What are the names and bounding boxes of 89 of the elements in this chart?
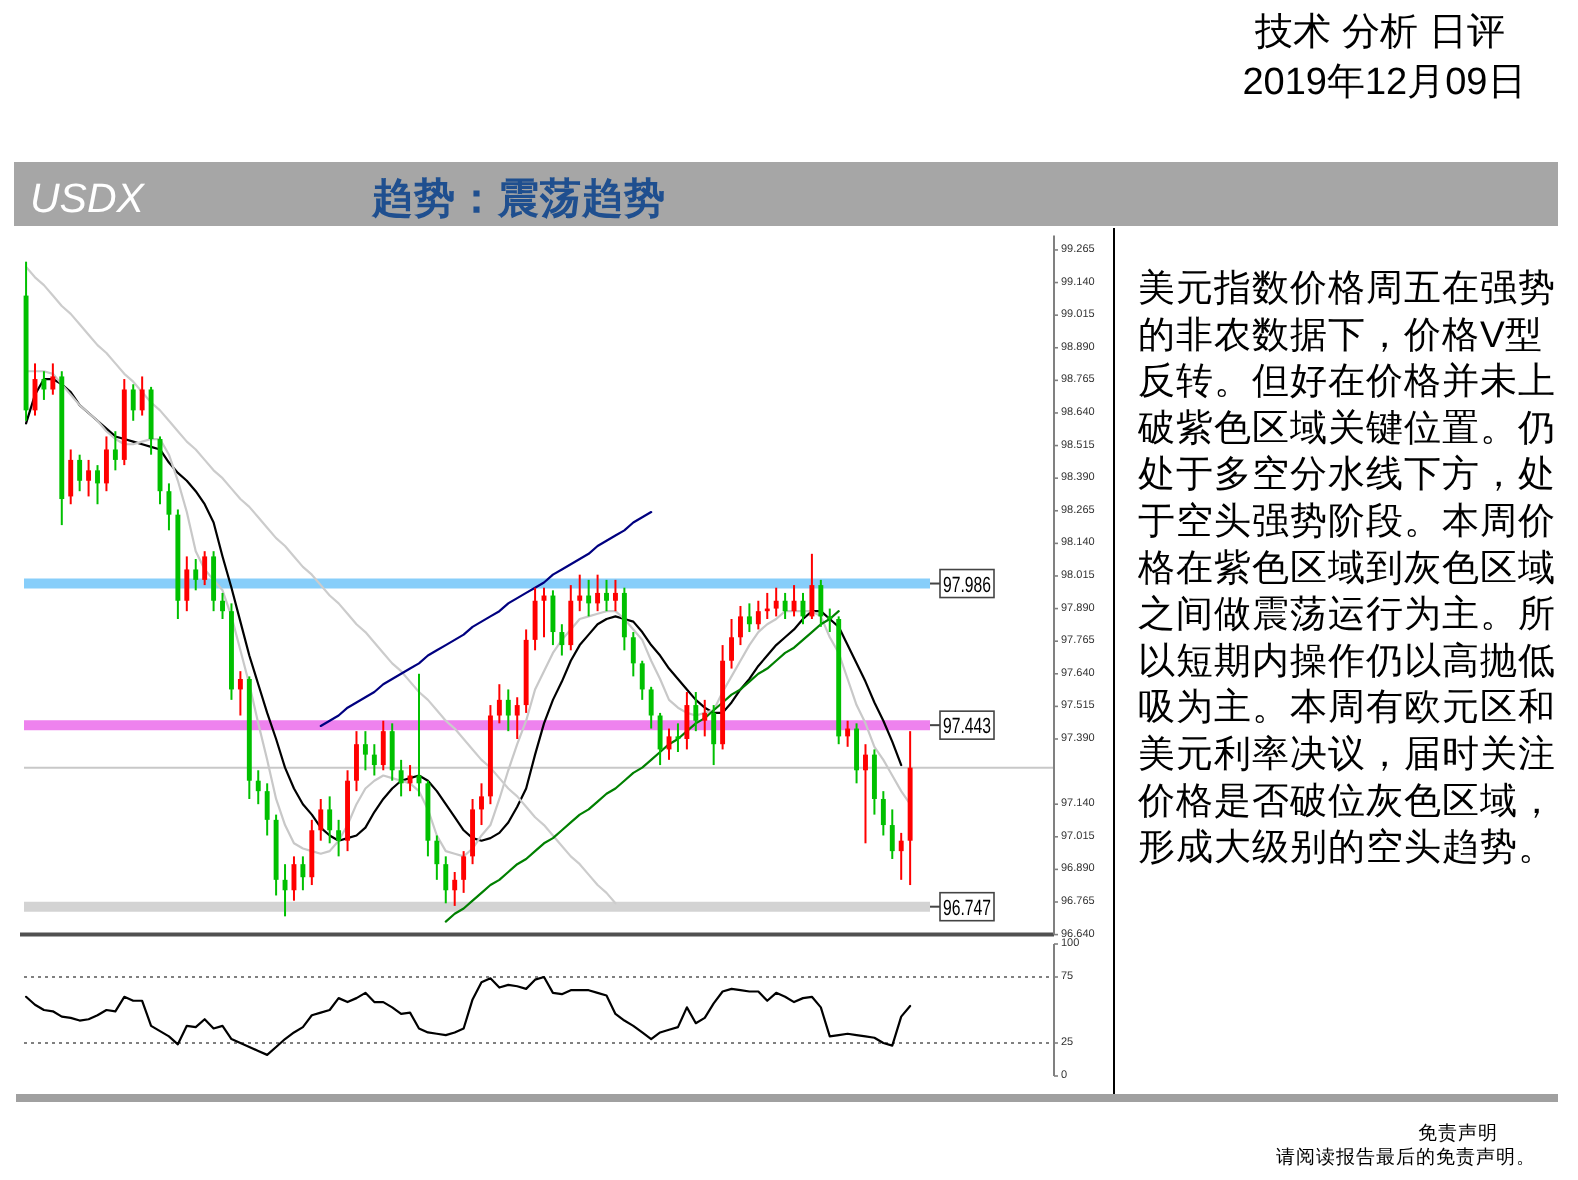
candlestick <box>354 730 359 793</box>
candlestick <box>845 719 851 748</box>
candlestick <box>318 797 324 842</box>
candlestick <box>112 430 118 472</box>
candlestick <box>738 604 743 647</box>
candlestick <box>755 599 761 631</box>
candlestick <box>746 602 752 634</box>
candlestick <box>675 722 681 754</box>
candlestick <box>371 743 377 777</box>
candlestick <box>514 696 520 740</box>
candlestick <box>255 769 261 806</box>
candlestick <box>657 711 663 767</box>
candlestick <box>452 871 458 907</box>
candlestick <box>398 758 404 798</box>
candlestick <box>220 591 225 621</box>
candlestick <box>41 370 47 401</box>
candlestick <box>193 558 199 592</box>
candlestick <box>407 764 413 793</box>
candlestick <box>898 831 904 881</box>
candlestick <box>630 631 636 678</box>
candlestick <box>264 782 270 837</box>
text: 请阅读报告最后的免责声明。 <box>1276 1145 1536 1169</box>
candlestick <box>827 607 833 634</box>
candlestick <box>139 375 145 417</box>
text: 美元指数价格周五在强势的非农数据下，价格V型反转。但好在价格并未上破紫色区域关键位置。仍处于多空分水线下方，处于空头强势阶段。本周价格在紫色区域到灰色区域之间做震荡运行为主。所以短期内操作仍以高抛低吸为主。本周有欧元区和美元利率决议，届时关注价格是否破位灰色区域，形成大级别的空头趋势。 <box>1138 266 1556 868</box>
candlestick <box>50 362 56 396</box>
candlestick <box>791 584 797 618</box>
candlestick <box>568 584 574 652</box>
line-series <box>24 975 912 1056</box>
ref-line-label: 97.443 <box>943 715 1011 740</box>
candlestick <box>711 704 717 767</box>
candlestick <box>773 586 779 618</box>
candlestick <box>380 719 386 772</box>
candlestick <box>559 623 565 657</box>
candlestick <box>166 482 172 532</box>
candlestick <box>237 670 243 717</box>
candlestick <box>621 586 627 652</box>
ref-line-label: 96.747 <box>943 896 1011 921</box>
ref-line-label: 97.986 <box>943 573 1011 598</box>
candlestick <box>684 691 690 751</box>
candlestick <box>612 578 618 613</box>
candlestick <box>184 555 190 613</box>
candlestick <box>77 453 83 493</box>
candlestick <box>461 850 467 894</box>
candlestick <box>362 730 368 772</box>
text: 2019年12月09日 <box>1242 62 1526 104</box>
candlestick <box>68 448 74 506</box>
candlestick <box>86 458 92 498</box>
candlestick <box>202 550 208 587</box>
candlestick <box>871 748 877 816</box>
candlestick <box>327 795 333 845</box>
candlestick <box>693 691 699 733</box>
candlestick <box>470 797 476 866</box>
text: 技术 分析 日评 <box>1253 12 1505 54</box>
candlestick <box>880 790 886 837</box>
candlestick <box>639 659 645 701</box>
candlestick <box>505 688 511 733</box>
candlestick <box>532 586 538 652</box>
text: 免责声明 <box>1418 1121 1498 1145</box>
candlestick <box>550 589 556 647</box>
candlestick <box>889 808 895 860</box>
candlestick <box>95 464 100 506</box>
candlestick <box>818 578 824 628</box>
chart-subtitle: 趋势：震荡趋势 <box>370 176 666 222</box>
candlestick <box>782 591 788 621</box>
candlestick <box>130 383 136 422</box>
candlestick <box>496 683 502 725</box>
candlestick <box>336 818 342 858</box>
candlestick <box>863 743 868 845</box>
candlestick <box>604 578 609 613</box>
line-series <box>319 510 653 728</box>
candlestick <box>595 573 601 613</box>
candlestick <box>479 782 484 827</box>
candlestick <box>702 698 708 738</box>
candlestick <box>389 722 395 782</box>
candlestick <box>434 834 440 881</box>
candlestick <box>309 818 315 887</box>
candlestick <box>854 722 860 785</box>
candlestick <box>586 578 592 618</box>
line-series <box>444 610 840 923</box>
candlestick <box>300 855 306 892</box>
candlestick <box>211 550 217 613</box>
candlestick <box>103 435 109 493</box>
chart-title: USDX <box>30 176 147 222</box>
candlestick <box>809 552 815 621</box>
candlestick <box>648 685 654 730</box>
candlestick <box>729 618 734 670</box>
candlestick <box>577 573 583 613</box>
candlestick <box>443 855 449 905</box>
